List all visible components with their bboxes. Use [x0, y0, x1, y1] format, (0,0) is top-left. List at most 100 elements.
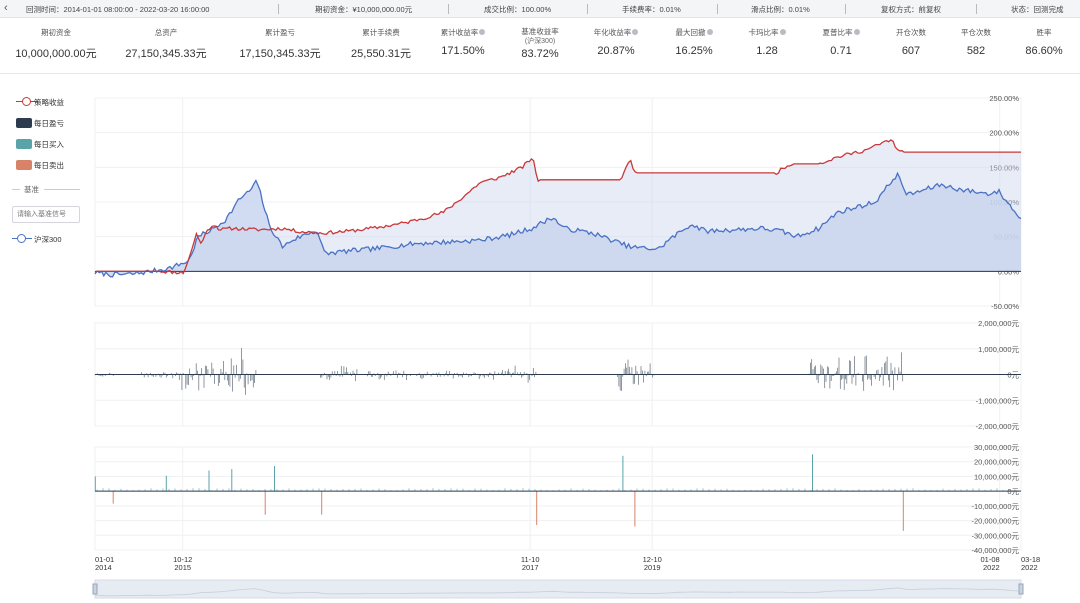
daily-trade-chart[interactable]: 30,000,000元20,000,000元10,000,000元0元-10,0… [94, 443, 1022, 555]
y-tick-label: 200.00% [989, 129, 1019, 138]
y-tick-label: -10,000,000元 [971, 502, 1019, 511]
metric-cumulative-return: 累计收益率 171.50% [430, 28, 496, 57]
metric-label: 胜率 [1036, 28, 1052, 37]
metric-value: 16.25% [675, 45, 713, 57]
strategy-line [94, 139, 1021, 275]
metric-value: 10,000,000.00元 [15, 48, 97, 60]
slippage-rate: 滑点比例：0.01% [751, 5, 810, 14]
legend-label: 每日卖出 [34, 161, 64, 170]
x-tick-label: 01-08 [981, 555, 1000, 564]
y-tick-label: 30,000,000元 [974, 443, 1020, 452]
metric-label: 累计收益率 [430, 28, 496, 38]
metric-value: 25,550.31元 [351, 48, 411, 60]
metrics-panel: 期初资金 10,000,000.00元 总资产 27,150,345.33元 累… [0, 18, 1080, 74]
info-icon[interactable] [779, 29, 786, 35]
metric-label: 卡玛比率 [738, 28, 796, 38]
metric-initial-capital: 期初资金 10,000,000.00元 [10, 28, 102, 61]
legend-swatch [16, 139, 32, 149]
metric-win-rate: 胜率 86.60% [1018, 28, 1070, 57]
metric-value: 86.60% [1025, 45, 1063, 57]
metric-value: 582 [966, 45, 986, 57]
metric-total-assets: 总资产 27,150,345.33元 [116, 28, 216, 61]
metric-value: 27,150,345.33元 [125, 48, 207, 60]
info-icon[interactable] [853, 29, 860, 35]
legend-label: 沪深300 [34, 235, 62, 244]
y-tick-label: -30,000,000元 [971, 531, 1019, 540]
metric-benchmark-return: 基准收益率 (沪深300) 83.72% [508, 27, 572, 60]
zoom-handle-left[interactable] [92, 583, 98, 595]
legend-swatch [16, 118, 32, 128]
daily-pnl-chart[interactable]: 2,000,000元1,000,000元0元-1,000,000元-2,000,… [94, 319, 1022, 431]
divider [717, 4, 718, 14]
info-icon[interactable] [632, 29, 639, 35]
backtest-period: 回测时间：2014-01-01 08:00:00 - 2022-03-20 16… [26, 5, 210, 14]
x-tick-label: 2022 [983, 563, 1000, 572]
x-tick-label: 10-12 [173, 555, 192, 564]
initial-capital: 期初资金：¥10,000,000.00元 [315, 5, 413, 14]
y-tick-label: 2,000,000元 [978, 319, 1019, 328]
legend-label: 每日盈亏 [34, 119, 64, 128]
y-tick-label: -2,000,000元 [976, 422, 1020, 431]
x-tick-label: 2022 [1021, 563, 1038, 572]
metric-value: 1.28 [756, 45, 778, 57]
metric-label: 基准收益率 [521, 27, 559, 36]
metric-value: 0.71 [830, 45, 852, 57]
y-tick-label: 250.00% [989, 94, 1019, 103]
x-tick-label: 2015 [174, 563, 191, 572]
metric-label: 最大回撤 [663, 28, 725, 38]
x-tick-label: 03-18 [1021, 555, 1040, 564]
fill-ratio: 成交比例：100.00% [484, 5, 552, 14]
x-tick-label: 2014 [95, 563, 112, 572]
legend-marker [22, 97, 31, 106]
divider-line [44, 189, 80, 190]
info-icon[interactable] [706, 29, 713, 35]
x-tick-label: 01-01 [95, 555, 114, 564]
legend-label: 策略收益 [34, 98, 64, 107]
metric-value: 17,150,345.33元 [239, 48, 321, 60]
backtest-status: 状态：回测完成 [1011, 5, 1064, 14]
chart-frame [94, 446, 1022, 551]
y-tick-label: -40,000,000元 [971, 546, 1019, 555]
metric-label: 夏普比率 [812, 28, 870, 38]
x-tick-label: 12-10 [643, 555, 662, 564]
y-tick-label: -50.00% [991, 302, 1019, 311]
benchmark-area [95, 173, 1021, 277]
zoom-handle-right[interactable] [1018, 583, 1024, 595]
benchmark-line [94, 171, 1022, 278]
x-tick-label: 2017 [522, 563, 539, 572]
commission-rate: 手续费率：0.01% [622, 5, 681, 14]
benchmark-header: 基准 [22, 184, 41, 195]
zoom-slider[interactable] [92, 579, 1024, 599]
y-tick-label: 1,000,000元 [978, 345, 1019, 354]
benchmark-signal-input[interactable] [12, 206, 80, 223]
metric-sublabel: (沪深300) [524, 38, 556, 45]
return-chart[interactable]: 250.00%200.00%150.00%100.00%50.00%0.00%-… [94, 94, 1022, 311]
metric-sharpe-ratio: 夏普比率 0.71 [812, 28, 870, 57]
metric-calmar-ratio: 卡玛比率 1.28 [738, 28, 796, 57]
metric-label: 开仓次数 [896, 28, 926, 37]
y-tick-label: 20,000,000元 [974, 458, 1020, 467]
metric-cumulative-pnl: 累计盈亏 17,150,345.33元 [230, 28, 330, 61]
metric-label: 年化收益率 [583, 28, 649, 38]
strategy-area [95, 139, 1021, 274]
divider-line [12, 189, 20, 190]
info-icon[interactable] [479, 29, 486, 35]
divider [845, 4, 846, 14]
divider [448, 4, 449, 14]
y-tick-label: -20,000,000元 [971, 517, 1019, 526]
metric-label: 累计手续费 [362, 28, 400, 37]
zoom-preview-line [94, 587, 1022, 597]
metric-value: 83.72% [521, 48, 559, 60]
legend-swatch [16, 160, 32, 170]
y-tick-label: 10,000,000元 [974, 472, 1020, 481]
chevron-left-icon[interactable]: ‹ [4, 2, 8, 14]
metric-close-count: 平仓次数 582 [951, 28, 1001, 57]
metric-value: 20.87% [597, 45, 635, 57]
x-tick-label: 11-10 [521, 555, 540, 564]
metric-label-text: 最大回撤 [675, 28, 706, 37]
x-tick-label: 2019 [644, 563, 661, 572]
metric-label-text: 夏普比率 [822, 28, 853, 37]
legend-label: 每日买入 [34, 140, 64, 149]
